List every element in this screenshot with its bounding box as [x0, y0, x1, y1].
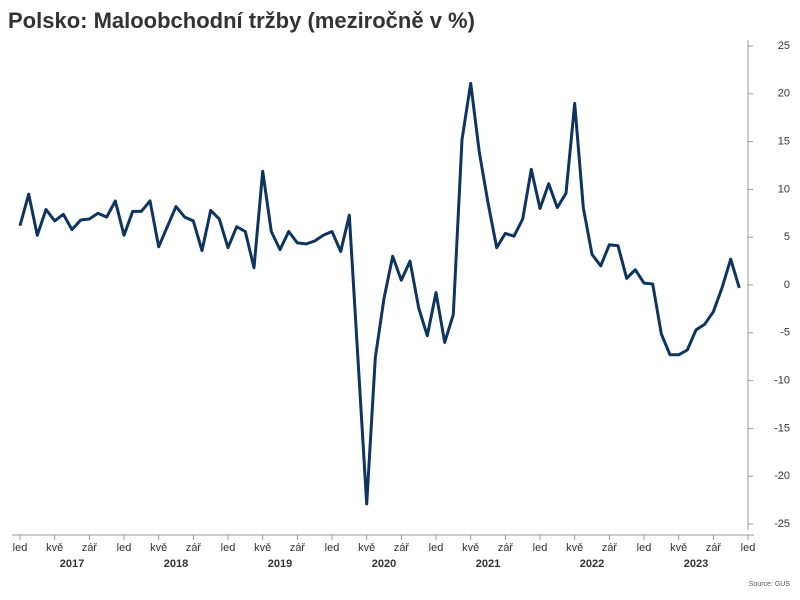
- x-tick-label: kvě: [150, 542, 167, 554]
- y-tick-label: -15: [774, 422, 790, 434]
- y-tick-label: 20: [778, 88, 790, 100]
- y-tick-label: 15: [778, 136, 790, 148]
- x-tick-label: zář: [82, 542, 98, 554]
- year-label: 2019: [268, 558, 292, 570]
- y-tick-label: -5: [780, 327, 790, 339]
- year-label: 2018: [164, 558, 188, 570]
- source: Source: GUS: [749, 581, 791, 588]
- y-tick-label: 0: [784, 279, 790, 291]
- y-tick-label: 5: [784, 231, 790, 243]
- year-label: 2021: [476, 558, 500, 570]
- x-tick-label: zář: [498, 542, 514, 554]
- x-tick-label: led: [13, 542, 28, 554]
- year-label: 2020: [372, 558, 396, 570]
- x-tick-label: kvě: [358, 542, 375, 554]
- x-tick-label: led: [221, 542, 236, 554]
- data-line: [18, 81, 741, 506]
- y-tick-label: 10: [778, 183, 790, 195]
- x-tick-label: kvě: [566, 542, 583, 554]
- chart-title: Polsko: Maloobchodní tržby (meziročně v …: [8, 8, 475, 33]
- x-tick-label: led: [637, 542, 652, 554]
- x-tick-label: zář: [602, 542, 618, 554]
- x-tick-label: kvě: [254, 542, 271, 554]
- y-tick-label: -10: [774, 375, 790, 387]
- x-tick-label: kvě: [670, 542, 687, 554]
- x-tick-label: zář: [706, 542, 722, 554]
- y-tick-label: -20: [774, 470, 790, 482]
- year-label: 2023: [684, 558, 708, 570]
- year-label: 2017: [60, 558, 84, 570]
- x-tick-label: led: [325, 542, 340, 554]
- x-tick-label: led: [741, 542, 756, 554]
- x-tick-label: zář: [186, 542, 202, 554]
- y-tick-label: -25: [774, 518, 790, 530]
- x-tick-label: kvě: [462, 542, 479, 554]
- x-tick-label: led: [429, 542, 444, 554]
- x-tick-label: led: [117, 542, 132, 554]
- x-tick-label: zář: [394, 542, 410, 554]
- y-tick-label: 25: [778, 40, 790, 52]
- x-tick-label: kvě: [46, 542, 63, 554]
- x-tick-label: zář: [290, 542, 306, 554]
- year-label: 2022: [580, 558, 604, 570]
- x-tick-label: led: [533, 542, 548, 554]
